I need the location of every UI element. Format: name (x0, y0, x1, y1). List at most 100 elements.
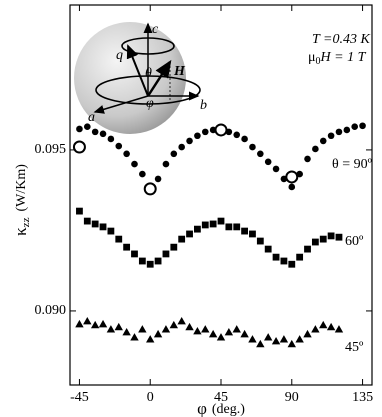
data-point (98, 319, 108, 328)
series-label: θ = 90º (332, 157, 373, 172)
data-point (264, 245, 272, 253)
x-tick-label: 90 (285, 390, 299, 405)
data-point (296, 253, 304, 261)
data-point (99, 223, 107, 231)
annotation-part: 0 (316, 56, 321, 67)
data-point (256, 339, 265, 348)
data-point (359, 122, 366, 130)
x-tick-label: -45 (70, 390, 89, 405)
data-point (351, 123, 358, 131)
data-point (194, 132, 201, 140)
data-point (240, 329, 249, 338)
data-point (76, 207, 83, 215)
axis-a (93, 95, 149, 114)
data-point (114, 322, 123, 331)
data-point (249, 230, 256, 238)
y-axis-label: κzz (W/Km) (11, 164, 32, 236)
x-label-part: (deg.) (212, 402, 245, 417)
x-tick-label: 45 (214, 390, 228, 405)
data-point (131, 160, 138, 168)
data-point (209, 220, 217, 228)
data-point (143, 182, 157, 196)
data-point (249, 143, 256, 151)
data-point (138, 325, 147, 333)
series-label: 60º (345, 234, 364, 249)
data-point (201, 128, 209, 136)
data-point (295, 335, 304, 343)
data-point (264, 158, 272, 166)
data-point (303, 329, 312, 338)
data-point (201, 221, 209, 229)
data-point (123, 150, 130, 158)
data-point (224, 327, 234, 336)
data-point (311, 238, 319, 246)
data-point (91, 128, 99, 136)
data-point (287, 339, 296, 348)
inset-label: b (200, 98, 207, 113)
data-point (232, 325, 241, 333)
inset-label: φ (146, 96, 154, 111)
data-point (288, 183, 296, 191)
inset-label: θ (145, 66, 152, 81)
vector-q (126, 44, 149, 97)
data-point (304, 155, 311, 163)
data-point (280, 257, 288, 265)
data-point (75, 319, 84, 328)
data-point (288, 260, 296, 268)
data-point (214, 123, 228, 137)
inset: c q θ H φ a b (74, 22, 207, 134)
data-point (186, 230, 193, 238)
data-point (263, 333, 273, 341)
data-point (279, 335, 289, 343)
x-label-part: φ (197, 399, 207, 417)
x-tick-label: 135 (352, 390, 373, 405)
data-point (178, 235, 186, 243)
data-point (241, 227, 248, 235)
data-point (170, 150, 178, 158)
data-point (319, 320, 328, 329)
data-point (154, 257, 162, 265)
data-point (162, 160, 170, 168)
x-tick-label: 0 (147, 390, 154, 405)
data-point (154, 175, 162, 183)
data-point (233, 131, 241, 139)
data-point (107, 135, 115, 143)
annotation-part: H = 1 T (320, 50, 367, 65)
data-point (334, 325, 344, 333)
data-point (335, 233, 343, 241)
data-point (139, 170, 146, 178)
inset-label: q (116, 48, 123, 63)
data-point (271, 337, 281, 345)
vector-H (146, 59, 172, 97)
data-point (107, 227, 115, 235)
data-point (194, 225, 201, 233)
data-point (177, 317, 186, 325)
data-point (233, 223, 241, 231)
data-point (161, 325, 171, 333)
data-point (248, 335, 257, 343)
data-point (327, 232, 335, 240)
inset-label: H (173, 64, 186, 79)
data-point (90, 320, 100, 329)
data-point (319, 235, 327, 243)
data-point (201, 325, 210, 333)
annotation: μ0H = 1 T (308, 50, 367, 67)
y-label-part: κ (11, 227, 30, 236)
data-point (272, 253, 280, 261)
data-point (72, 140, 86, 154)
data-point (162, 250, 170, 258)
series-label: 45º (345, 340, 364, 355)
data-point (326, 322, 336, 331)
data-point (115, 142, 123, 150)
data-point (83, 317, 92, 325)
data-point (208, 329, 218, 338)
data-point (83, 217, 91, 225)
y-label-part: (W/Km) (14, 164, 29, 212)
data-point (84, 123, 91, 131)
data-point (153, 329, 163, 338)
data-point (178, 143, 185, 151)
y-tick-label: 0.090 (35, 303, 67, 318)
inset-label: c (152, 22, 159, 37)
